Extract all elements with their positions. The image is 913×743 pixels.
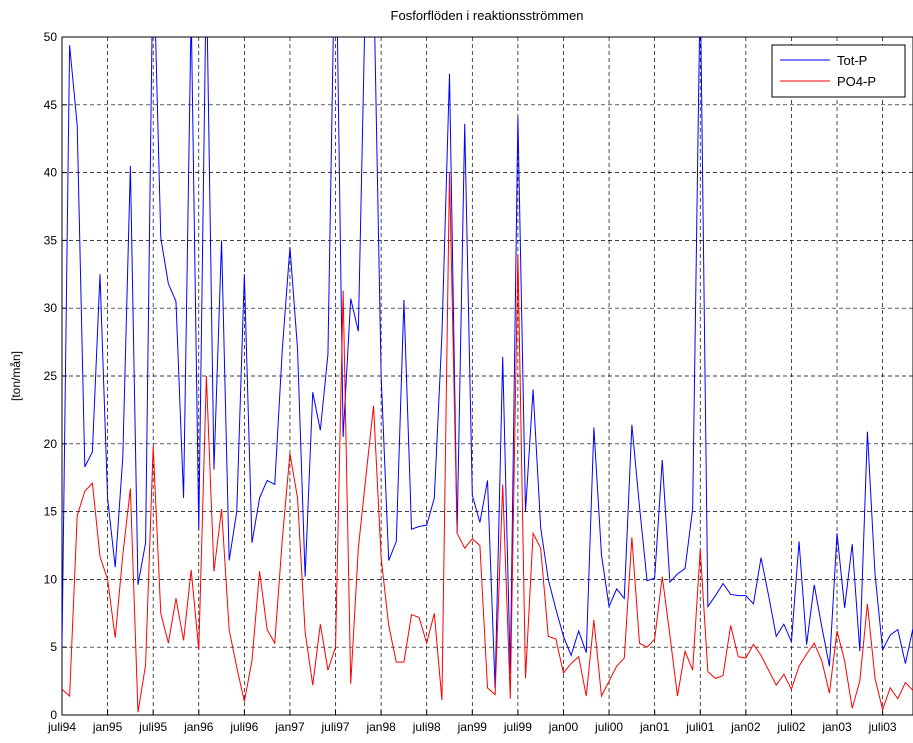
x-tick-label: jan96	[183, 720, 214, 734]
y-tick-label: 20	[44, 437, 58, 451]
x-tick-label: jan99	[457, 720, 488, 734]
x-tick-label: juli00	[594, 720, 623, 734]
y-tick-label: 35	[44, 233, 58, 247]
data-line	[62, 172, 913, 713]
data-line	[62, 37, 913, 688]
x-tick-label: jan97	[274, 720, 305, 734]
chart-title: Fosforflöden i reaktionsströmmen	[391, 8, 584, 23]
x-tick-label: jan02	[730, 720, 761, 734]
plot-lines	[62, 37, 913, 713]
x-tick-label: juli97	[321, 720, 350, 734]
y-tick-label: 25	[44, 369, 58, 383]
y-tick-label: 5	[50, 640, 57, 654]
x-tick-label: jan00	[548, 720, 579, 734]
x-tick-label: juli03	[868, 720, 897, 734]
y-tick-label: 15	[44, 505, 58, 519]
x-tick-label: juli98	[412, 720, 441, 734]
x-tick-label: jan98	[365, 720, 396, 734]
x-tick-label: juli96	[229, 720, 258, 734]
y-tick-label: 0	[50, 708, 57, 722]
x-tick-label: juli94	[47, 720, 76, 734]
x-tick-label: jan03	[821, 720, 852, 734]
y-tick-label: 10	[44, 572, 58, 586]
x-tick-label: juli02	[776, 720, 805, 734]
x-tick-label: jan01	[639, 720, 670, 734]
x-tick-label: juli95	[138, 720, 167, 734]
y-tick-label: 30	[44, 301, 58, 315]
legend-box	[771, 44, 906, 98]
y-tick-label: 50	[44, 30, 58, 44]
y-tick-label: 40	[44, 166, 58, 180]
y-tick-label: 45	[44, 98, 58, 112]
legend-label: PO4-P	[837, 74, 876, 89]
y-axis-label: [ton/mån]	[9, 351, 23, 401]
legend-label: Tot-P	[837, 53, 867, 68]
x-tick-label: juli01	[685, 720, 714, 734]
x-tick-label: juli99	[503, 720, 532, 734]
x-tick-label: jan95	[92, 720, 123, 734]
